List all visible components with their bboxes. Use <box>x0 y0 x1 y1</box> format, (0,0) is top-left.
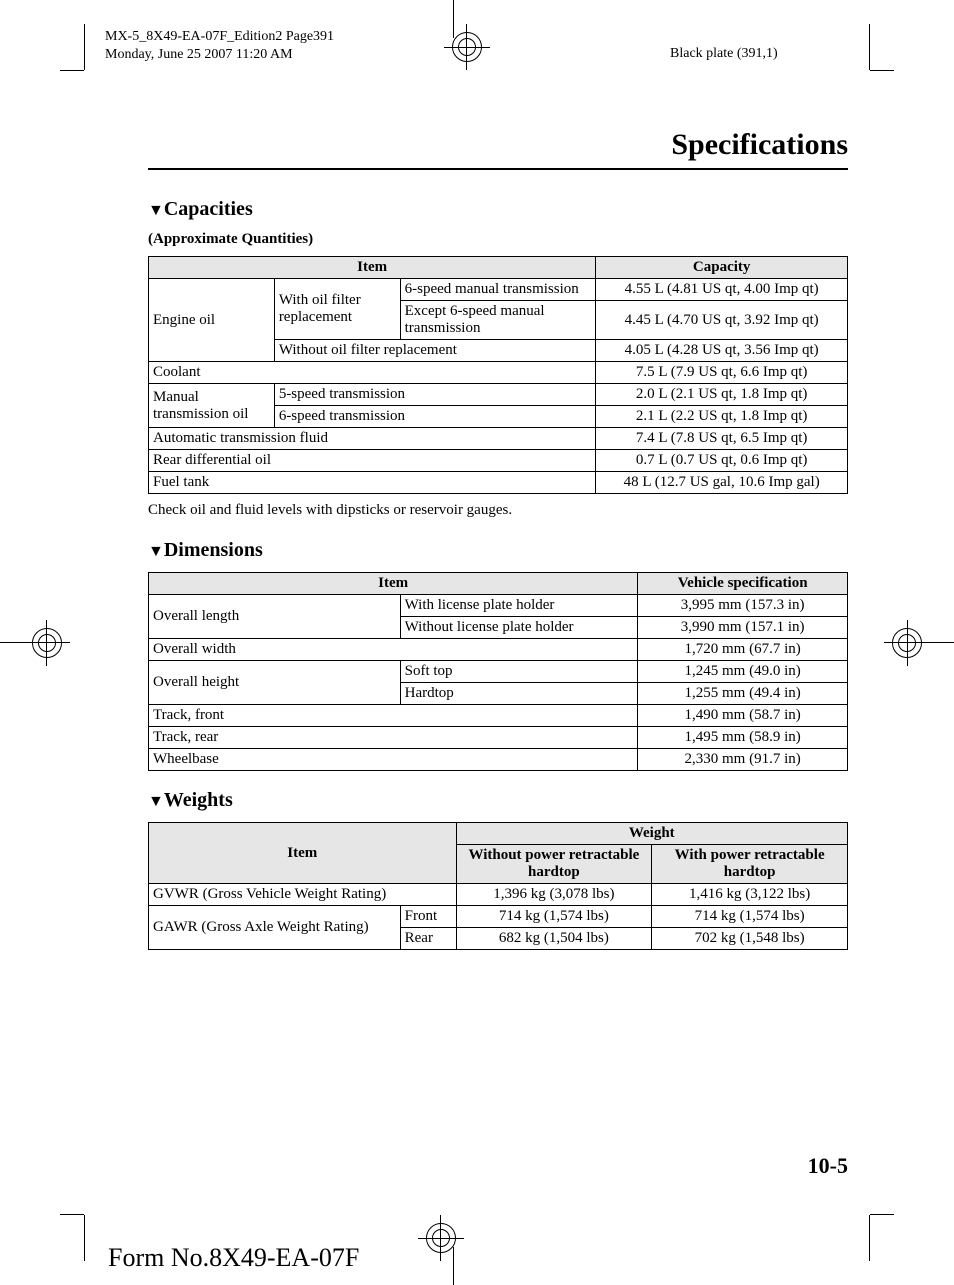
register-mark-icon <box>46 620 47 666</box>
register-mark-icon <box>24 642 70 643</box>
page-content: Specifications ▼Capacities (Approximate … <box>148 128 848 950</box>
cell-hard: Hardtop <box>400 683 638 705</box>
cell-atf: Automatic transmission fluid <box>149 428 596 450</box>
register-mark-icon <box>466 24 467 70</box>
cell-gvwr-wo: 1,396 kg (3,078 lbs) <box>456 884 652 906</box>
cell-fuel: Fuel tank <box>149 472 596 494</box>
cell-mt-oil: Manual transmission oil <box>149 384 275 428</box>
th-item: Item <box>149 823 457 884</box>
frame-mark <box>84 1215 85 1261</box>
cell-with-filter: With oil filter replacement <box>274 279 400 340</box>
cell-except6: Except 6-speed manual transmission <box>400 301 596 340</box>
plate-label: Black plate (391,1) <box>670 46 778 62</box>
cell-cap-diff: 0.7 L (0.7 US qt, 0.6 Imp qt) <box>596 450 848 472</box>
frame-mark <box>870 70 894 71</box>
register-mark-icon <box>440 1215 441 1261</box>
cell-oheight: Overall height <box>149 661 401 705</box>
section-heading-dimensions: ▼Dimensions <box>148 539 848 562</box>
form-number: Form No.8X49-EA-07F <box>108 1243 359 1273</box>
th-wo-hardtop: Without power retractable hardtop <box>456 845 652 884</box>
page-number: 10-5 <box>808 1153 848 1179</box>
dimensions-table: Item Vehicle specification Overall lengt… <box>148 572 848 771</box>
section-heading-label: Dimensions <box>164 539 263 561</box>
th-item: Item <box>149 257 596 279</box>
cell-5speed: 5-speed transmission <box>274 384 596 406</box>
frame-mark <box>60 1214 84 1215</box>
cell-gvwr: GVWR (Gross Vehicle Weight Rating) <box>149 884 457 906</box>
frame-mark <box>869 24 870 70</box>
cell-mt6: 6-speed transmission <box>274 406 596 428</box>
cell-engine-oil: Engine oil <box>149 279 275 362</box>
register-mark-icon <box>907 620 908 666</box>
frame-mark <box>869 1215 870 1261</box>
cell-with-plate: With license plate holder <box>400 595 638 617</box>
cell-with-plate-val: 3,995 mm (157.3 in) <box>638 595 848 617</box>
cell-trackf: Track, front <box>149 705 638 727</box>
crop-mark <box>453 1247 454 1285</box>
title-rule <box>148 168 848 170</box>
cell-wheelbase-val: 2,330 mm (91.7 in) <box>638 749 848 771</box>
triangle-icon: ▼ <box>148 793 164 810</box>
cell-no-filter: Without oil filter replacement <box>274 340 596 362</box>
cell-gawr-front: Front <box>400 906 456 928</box>
register-mark-icon <box>444 47 490 48</box>
capacities-table: Item Capacity Engine oil With oil filter… <box>148 256 848 494</box>
cell-gawr: GAWR (Gross Axle Weight Rating) <box>149 906 401 950</box>
frame-mark <box>84 24 85 70</box>
cell-owidth-val: 1,720 mm (67.7 in) <box>638 639 848 661</box>
cell-cap-fuel: 48 L (12.7 US gal, 10.6 Imp gal) <box>596 472 848 494</box>
cell-trackr: Track, rear <box>149 727 638 749</box>
section-heading-label: Weights <box>164 789 233 811</box>
cell-wheelbase: Wheelbase <box>149 749 638 771</box>
cell-cap-coolant: 7.5 L (7.9 US qt, 6.6 Imp qt) <box>596 362 848 384</box>
cell-diff: Rear differential oil <box>149 450 596 472</box>
print-meta-line2: Monday, June 25 2007 11:20 AM <box>105 46 334 64</box>
cell-cap-mt6: 2.1 L (2.2 US qt, 1.8 Imp qt) <box>596 406 848 428</box>
cell-gawr-f-w: 714 kg (1,574 lbs) <box>652 906 848 928</box>
th-w-hardtop: With power retractable hardtop <box>652 845 848 884</box>
cell-owidth: Overall width <box>149 639 638 661</box>
cell-coolant: Coolant <box>149 362 596 384</box>
print-meta: MX-5_8X49-EA-07F_Edition2 Page391 Monday… <box>105 28 334 63</box>
section-heading-weights: ▼Weights <box>148 789 848 812</box>
cell-soft: Soft top <box>400 661 638 683</box>
cell-trackf-val: 1,490 mm (58.7 in) <box>638 705 848 727</box>
cell-cap-except6: 4.45 L (4.70 US qt, 3.92 Imp qt) <box>596 301 848 340</box>
frame-mark <box>870 1214 894 1215</box>
cell-wo-plate: Without license plate holder <box>400 617 638 639</box>
th-weight: Weight <box>456 823 847 845</box>
cell-hard-val: 1,255 mm (49.4 in) <box>638 683 848 705</box>
cell-soft-val: 1,245 mm (49.0 in) <box>638 661 848 683</box>
cell-olength: Overall length <box>149 595 401 639</box>
cell-6speed: 6-speed manual transmission <box>400 279 596 301</box>
weights-table: Item Weight Without power retractable ha… <box>148 822 848 950</box>
approx-label: (Approximate Quantities) <box>148 231 848 248</box>
cell-wo-plate-val: 3,990 mm (157.1 in) <box>638 617 848 639</box>
th-spec: Vehicle specification <box>638 573 848 595</box>
th-capacity: Capacity <box>596 257 848 279</box>
section-heading-capacities: ▼Capacities <box>148 198 848 221</box>
triangle-icon: ▼ <box>148 543 164 560</box>
cell-cap-nofilter: 4.05 L (4.28 US qt, 3.56 Imp qt) <box>596 340 848 362</box>
th-item: Item <box>149 573 638 595</box>
cell-gvwr-w: 1,416 kg (3,122 lbs) <box>652 884 848 906</box>
cell-gawr-r-wo: 682 kg (1,504 lbs) <box>456 928 652 950</box>
cell-gawr-r-w: 702 kg (1,548 lbs) <box>652 928 848 950</box>
section-heading-label: Capacities <box>164 198 253 220</box>
capacities-note: Check oil and fluid levels with dipstick… <box>148 502 848 519</box>
register-mark-icon <box>32 628 62 658</box>
register-mark-icon <box>418 1238 464 1239</box>
cell-gawr-f-wo: 714 kg (1,574 lbs) <box>456 906 652 928</box>
page-title: Specifications <box>148 128 848 162</box>
cell-trackr-val: 1,495 mm (58.9 in) <box>638 727 848 749</box>
cell-cap-atf: 7.4 L (7.8 US qt, 6.5 Imp qt) <box>596 428 848 450</box>
cell-gawr-rear: Rear <box>400 928 456 950</box>
frame-mark <box>60 70 84 71</box>
cell-cap-5speed: 2.0 L (2.1 US qt, 1.8 Imp qt) <box>596 384 848 406</box>
crop-mark <box>453 0 454 38</box>
cell-cap-6speed: 4.55 L (4.81 US qt, 4.00 Imp qt) <box>596 279 848 301</box>
triangle-icon: ▼ <box>148 202 164 219</box>
print-meta-line1: MX-5_8X49-EA-07F_Edition2 Page391 <box>105 28 334 46</box>
